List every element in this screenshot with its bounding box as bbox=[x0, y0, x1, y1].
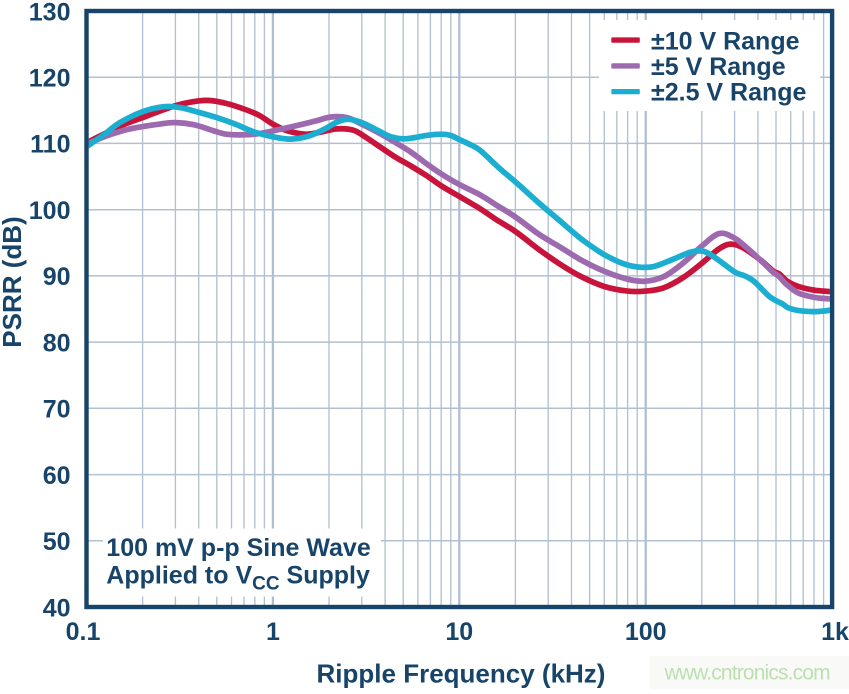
svg-text:130: 130 bbox=[29, 0, 71, 26]
svg-text:60: 60 bbox=[43, 462, 71, 490]
svg-text:40: 40 bbox=[43, 594, 71, 622]
svg-text:100 mV p-p Sine Wave: 100 mV p-p Sine Wave bbox=[106, 534, 371, 562]
svg-text:70: 70 bbox=[43, 396, 71, 424]
svg-text:±2.5 V Range: ±2.5 V Range bbox=[651, 79, 807, 107]
svg-text:0.1: 0.1 bbox=[66, 618, 101, 646]
svg-text:50: 50 bbox=[43, 528, 71, 556]
svg-text:www.cntronics.com: www.cntronics.com bbox=[664, 662, 831, 685]
svg-text:110: 110 bbox=[30, 131, 70, 159]
svg-text:Applied to VCC Supply: Applied to VCC Supply bbox=[106, 561, 370, 594]
svg-text:100: 100 bbox=[29, 197, 71, 225]
svg-text:PSRR (dB): PSRR (dB) bbox=[0, 216, 27, 347]
svg-text:1k: 1k bbox=[821, 618, 849, 646]
svg-text:±10 V Range: ±10 V Range bbox=[651, 27, 800, 55]
svg-text:80: 80 bbox=[43, 329, 71, 357]
svg-text:10: 10 bbox=[445, 618, 473, 646]
svg-text:120: 120 bbox=[29, 65, 71, 93]
svg-text:Ripple Frequency (kHz): Ripple Frequency (kHz) bbox=[317, 659, 606, 689]
svg-text:1: 1 bbox=[266, 618, 280, 646]
svg-text:100: 100 bbox=[625, 618, 667, 646]
svg-text:±5 V Range: ±5 V Range bbox=[651, 53, 786, 81]
svg-text:90: 90 bbox=[43, 263, 71, 291]
